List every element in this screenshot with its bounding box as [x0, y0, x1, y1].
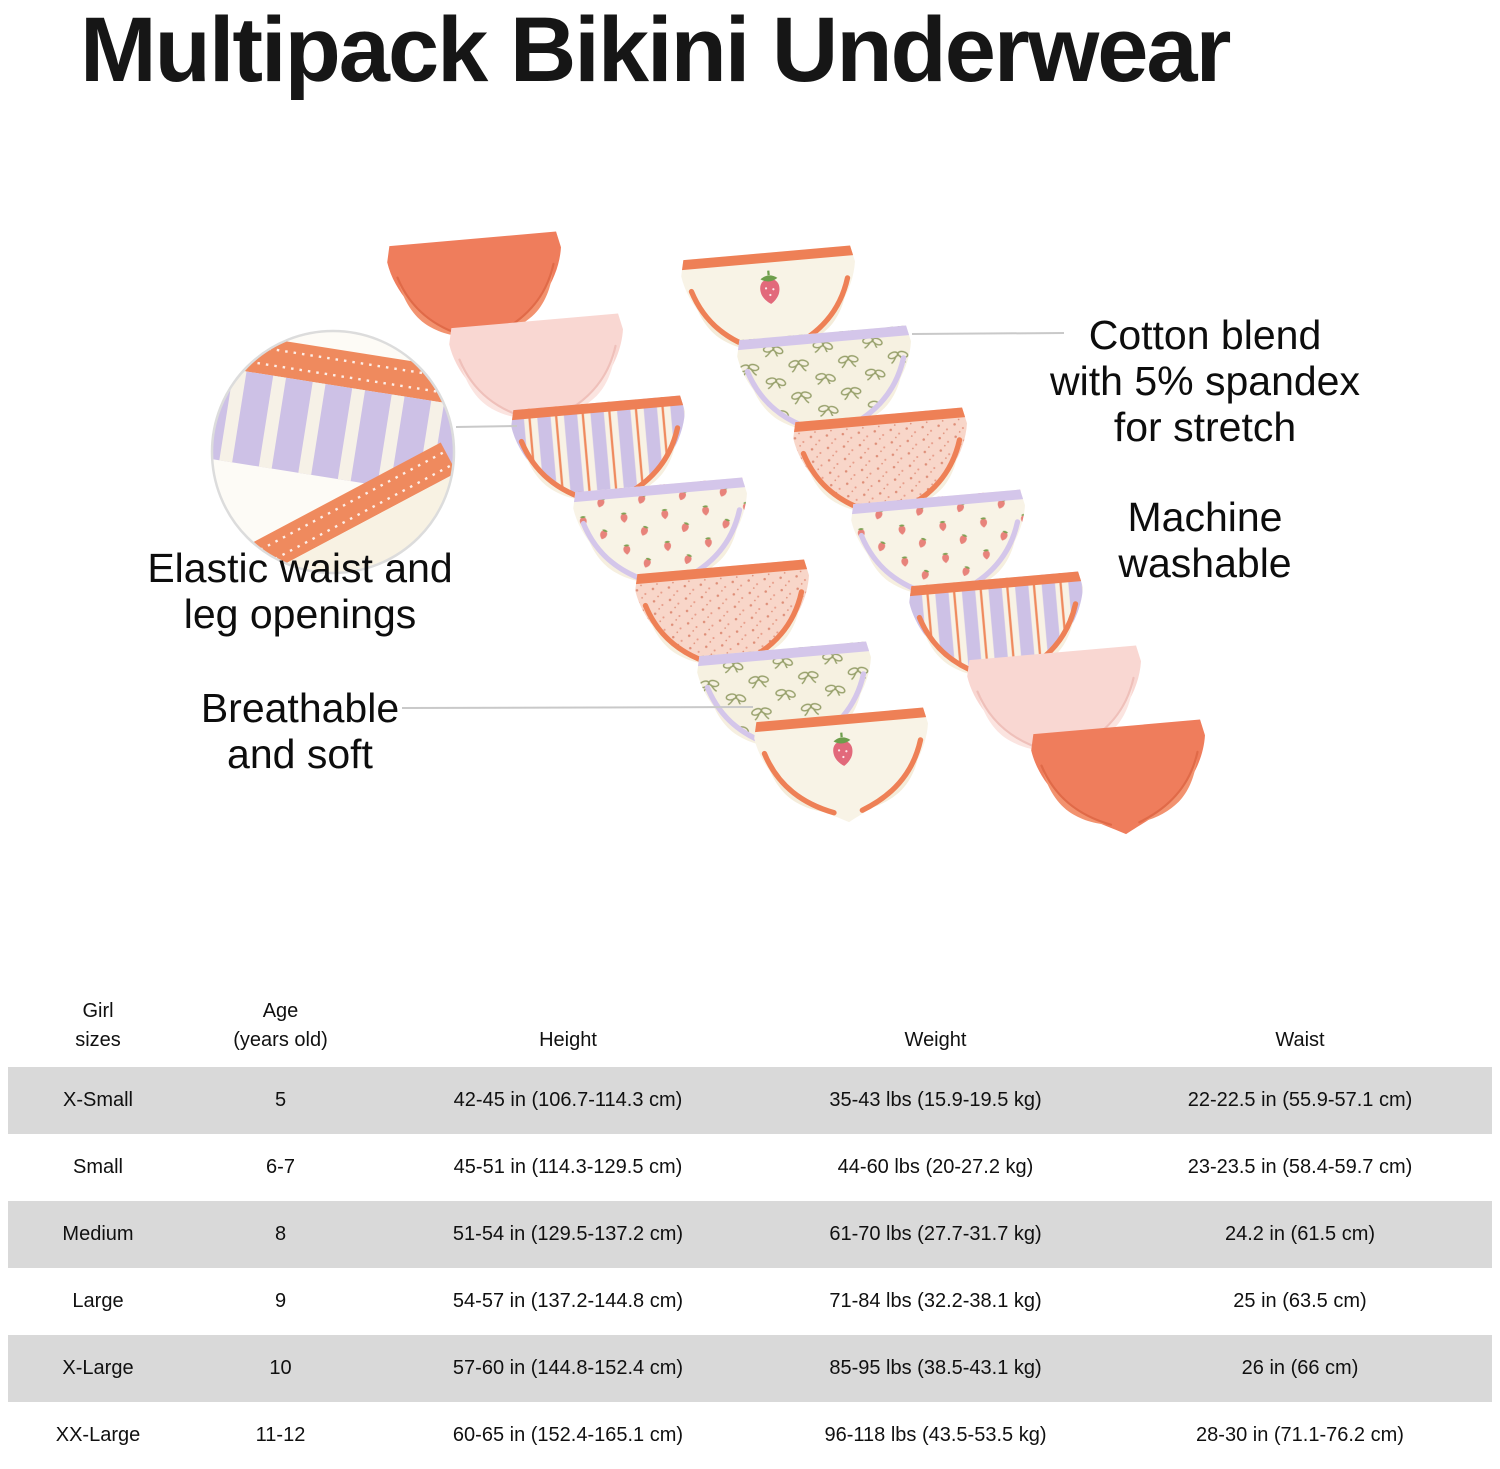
- header-weight: Weight: [904, 1029, 967, 1051]
- cotton-callout-line: [911, 332, 1065, 335]
- callout-breathable: Breathable and soft: [100, 685, 500, 777]
- panty-left-strawberry-patch: [753, 707, 936, 829]
- callout-line: Machine: [1127, 494, 1283, 540]
- breathable-callout-line: [401, 706, 754, 709]
- callout-line: Elastic waist and: [147, 545, 453, 591]
- cell-size: Small: [72, 1156, 123, 1178]
- callout-machine-washable: Machine washable: [1000, 494, 1410, 586]
- page-title: Multipack Bikini Underwear: [80, 0, 1231, 101]
- panty-right-coral: [1028, 718, 1215, 843]
- detail-magnifier: [210, 329, 456, 575]
- cell-height: 57-60 in (144.8-152.4 cm): [452, 1357, 684, 1379]
- table-row: XX-Large 11-12 60-65 in (152.4-165.1 cm)…: [8, 1402, 1492, 1469]
- cell-size: Large: [72, 1290, 124, 1312]
- cell-waist: 24.2 in (61.5 cm): [1224, 1223, 1376, 1245]
- cell-weight: 71-84 lbs (32.2-38.1 kg): [829, 1290, 1042, 1312]
- size-chart: Girl sizes Age (years old) Height Weight…: [8, 985, 1492, 1469]
- cell-waist: 26 in (66 cm): [1241, 1357, 1359, 1379]
- cell-height: 42-45 in (106.7-114.3 cm): [453, 1089, 683, 1111]
- size-chart-header: Girl sizes Age (years old) Height Weight…: [8, 985, 1492, 1067]
- cell-age: 11-12: [255, 1424, 306, 1446]
- callout-line: washable: [1118, 540, 1292, 586]
- cell-waist: 25 in (63.5 cm): [1233, 1290, 1367, 1312]
- table-row: Medium 8 51-54 in (129.5-137.2 cm) 61-70…: [8, 1201, 1492, 1268]
- cell-height: 54-57 in (137.2-144.8 cm): [452, 1290, 684, 1312]
- cell-size: X-Small: [62, 1089, 133, 1111]
- cell-weight: 85-95 lbs (38.5-43.1 kg): [829, 1357, 1042, 1379]
- cell-age: 6-7: [266, 1156, 295, 1178]
- product-collage: [210, 230, 1215, 843]
- callout-line: for stretch: [1113, 404, 1297, 450]
- header-girl-sizes: Girl sizes: [75, 1000, 121, 1051]
- callout-cotton-blend: Cotton blend with 5% spandex for stretch: [1000, 312, 1410, 450]
- cell-weight: 61-70 lbs (27.7-31.7 kg): [829, 1223, 1042, 1245]
- cell-waist: 22-22.5 in (55.9-57.1 cm): [1187, 1089, 1413, 1111]
- header-waist: Waist: [1275, 1029, 1325, 1051]
- cell-height: 51-54 in (129.5-137.2 cm): [452, 1223, 684, 1245]
- cell-size: XX-Large: [55, 1424, 141, 1446]
- cell-height: 60-65 in (152.4-165.1 cm): [452, 1424, 684, 1446]
- callout-line: Breathable: [200, 685, 400, 731]
- callout-line: and soft: [227, 731, 373, 777]
- callout-elastic-waist: Elastic waist and leg openings: [100, 545, 500, 637]
- callout-line: Cotton blend: [1088, 312, 1322, 358]
- cell-waist: 23-23.5 in (58.4-59.7 cm): [1187, 1156, 1413, 1178]
- cell-weight: 44-60 lbs (20-27.2 kg): [837, 1156, 1034, 1178]
- cell-age: 10: [269, 1357, 292, 1379]
- cell-weight: 96-118 lbs (43.5-53.5 kg): [824, 1424, 1047, 1446]
- cell-waist: 28-30 in (71.1-76.2 cm): [1196, 1424, 1404, 1446]
- cell-age: 8: [274, 1223, 287, 1245]
- cell-age: 9: [274, 1290, 287, 1312]
- table-row: X-Small 5 42-45 in (106.7-114.3 cm) 35-4…: [8, 1067, 1492, 1134]
- table-row: Large 9 54-57 in (137.2-144.8 cm) 71-84 …: [8, 1268, 1492, 1335]
- cell-weight: 35-43 lbs (15.9-19.5 kg): [829, 1089, 1042, 1111]
- magnifier-callout-line: [455, 425, 518, 428]
- cell-height: 45-51 in (114.3-129.5 cm): [453, 1156, 683, 1178]
- header-height: Height: [539, 1029, 597, 1051]
- callout-line: with 5% spandex: [1050, 358, 1360, 404]
- cell-size: Medium: [62, 1223, 134, 1245]
- cell-size: X-Large: [62, 1357, 134, 1379]
- table-row: Small 6-7 45-51 in (114.3-129.5 cm) 44-6…: [8, 1134, 1492, 1201]
- cell-age: 5: [274, 1089, 287, 1111]
- table-row: X-Large 10 57-60 in (144.8-152.4 cm) 85-…: [8, 1335, 1492, 1402]
- header-age: Age (years old): [233, 1000, 328, 1051]
- callout-line: leg openings: [183, 591, 417, 637]
